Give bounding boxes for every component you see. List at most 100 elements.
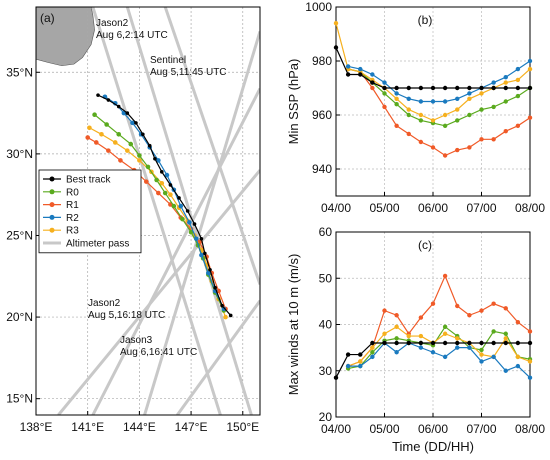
pass-annotation-time: Aug 6,16:41 UTC <box>120 347 197 358</box>
series-point-best <box>394 85 399 91</box>
track-point-R2 <box>193 236 199 242</box>
series-point-R2 <box>455 345 460 350</box>
track-line-R2 <box>104 96 225 310</box>
track-point-best <box>134 121 138 125</box>
series-line-R3 <box>347 326 531 367</box>
series-point-best <box>479 340 484 346</box>
x-tick-label: 138°E <box>20 420 53 434</box>
series-point-R2 <box>527 375 533 380</box>
track-point-R2 <box>178 203 184 209</box>
x-tick-label: 06/00 <box>418 201 448 215</box>
series-point-R3 <box>394 96 399 102</box>
series-point-best <box>382 85 387 91</box>
series-point-R1 <box>418 315 424 320</box>
panel-label-a: (a) <box>40 11 55 25</box>
y-tick-label: 980 <box>312 54 332 68</box>
series-point-R2 <box>406 96 411 102</box>
series-point-R2 <box>491 354 496 360</box>
track-point-R0 <box>162 190 168 196</box>
track-point-best <box>220 303 224 308</box>
series-point-R3 <box>503 80 508 85</box>
series-line-R2 <box>347 60 531 103</box>
series-point-R1 <box>382 308 387 313</box>
map-frame <box>35 6 261 416</box>
series-point-R2 <box>442 354 448 360</box>
series-point-R2 <box>467 345 472 350</box>
legend-label: R1 <box>66 200 79 211</box>
series-line-R2 <box>348 342 531 379</box>
legend-label: R2 <box>66 213 79 224</box>
track-point-best <box>116 104 121 109</box>
legend-swatch-marker <box>49 189 55 195</box>
track-point-R0 <box>116 131 122 137</box>
y-tick-label: 1000 <box>305 0 332 14</box>
series-point-R2 <box>418 99 424 104</box>
series-point-R1 <box>515 123 521 128</box>
series-point-R3 <box>406 333 411 339</box>
track-point-R2 <box>187 220 192 225</box>
series-point-best <box>345 352 351 357</box>
series-point-best <box>345 72 351 77</box>
legend-label: Best track <box>66 175 111 186</box>
series-point-R1 <box>467 313 472 318</box>
pass-annotation-time: Aug 5,16:18 UTC <box>88 310 165 321</box>
y-tick-label: 15°N <box>6 392 33 406</box>
x-axis-label: Time (DD/HH) <box>392 439 474 454</box>
series-point-R2 <box>503 75 508 80</box>
track-point-R1 <box>106 148 111 153</box>
series-point-R1 <box>503 306 508 311</box>
series-point-R3 <box>467 96 472 102</box>
track-point-R3 <box>159 180 165 186</box>
track-map-panel: 138°E 141°E 144°E 147°E 150°E 15°N 20°N 25°N 30°… <box>6 6 261 434</box>
legend-swatch-marker <box>49 176 55 182</box>
track-point-R3 <box>87 125 92 131</box>
series-point-R1 <box>430 145 436 150</box>
series-point-R0 <box>370 350 375 355</box>
track-point-best <box>106 98 111 102</box>
series-line-R0 <box>348 325 531 370</box>
series-point-R3 <box>455 336 460 341</box>
altimeter-pass-line <box>91 7 222 415</box>
series-point-R0 <box>491 104 496 110</box>
series-point-R1 <box>491 301 496 306</box>
track-point-best <box>213 285 217 290</box>
series-point-R3 <box>527 359 533 364</box>
track-point-R0 <box>180 216 185 222</box>
altimeter-pass-line <box>176 299 260 415</box>
series-point-best <box>370 340 375 346</box>
series-point-R1 <box>479 137 484 142</box>
series-point-R2 <box>345 363 351 369</box>
pass-annotation-time: Aug 6,2:14 UTC <box>96 30 168 41</box>
track-point-R3 <box>99 131 104 137</box>
series-point-best <box>406 85 411 91</box>
track-point-R0 <box>137 153 142 158</box>
series-point-R1 <box>455 147 460 153</box>
panel-label: (c) <box>418 238 432 252</box>
track-point-R2 <box>199 252 204 258</box>
series-point-R1 <box>491 137 496 142</box>
x-tick-label: 07/00 <box>466 422 496 436</box>
track-point-best <box>185 209 190 213</box>
y-tick-label: 30°N <box>6 147 33 161</box>
series-point-R2 <box>467 91 472 96</box>
track-point-R3 <box>223 314 228 320</box>
series-point-best <box>491 85 496 91</box>
series-point-R1 <box>479 308 484 313</box>
series-point-R2 <box>442 99 448 104</box>
series-point-R0 <box>442 324 448 330</box>
x-tick-label: 05/00 <box>369 422 399 436</box>
series-point-R3 <box>503 336 508 341</box>
legend-swatch-marker <box>49 227 55 233</box>
series-point-best <box>455 340 460 346</box>
series-point-R1 <box>442 273 448 279</box>
track-point-R1 <box>94 140 99 145</box>
legend-label: R0 <box>66 187 79 198</box>
track-point-R0 <box>92 112 97 118</box>
series-point-best <box>333 375 339 380</box>
series-point-R2 <box>515 363 521 369</box>
series-point-best <box>430 85 436 91</box>
series-point-best <box>358 352 363 357</box>
series-point-R3 <box>515 77 521 83</box>
series-point-R2 <box>527 58 533 64</box>
series-point-R0 <box>515 93 521 99</box>
